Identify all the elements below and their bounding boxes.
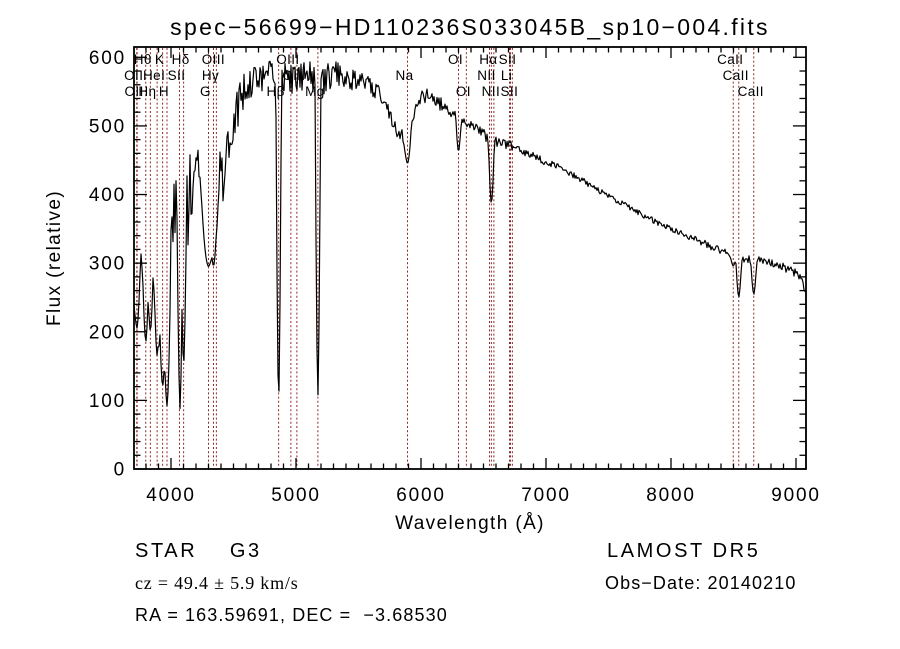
spectral-line-label: Hδ: [172, 52, 190, 67]
y-tick-label: 0: [114, 460, 126, 481]
spectral-line-label: Hα: [479, 52, 497, 67]
plot-border: [133, 46, 807, 470]
cz-label: cz = 49.4 ± 5.9 km/s: [135, 573, 299, 593]
obsdate-label: Obs−Date: 20140210: [605, 573, 796, 593]
spectral-line-markers: [136, 48, 755, 468]
spectral-line-label: G: [200, 84, 211, 99]
x-tick-label: 4000: [146, 485, 195, 506]
x-tick-label: 9000: [771, 485, 820, 506]
spectral-line-label: SII: [168, 68, 186, 83]
y-axis-label: Flux (relative): [44, 190, 65, 326]
class-label: STAR G3: [135, 540, 262, 562]
spectral-line-label: Hγ: [202, 68, 219, 83]
spectral-line-label: OIII: [276, 52, 299, 67]
spectral-line-label: SII: [499, 52, 517, 67]
spectral-line-label: HeI: [143, 68, 165, 83]
spectral-line-label: Hθ: [134, 52, 152, 67]
y-tick-label: 100: [89, 391, 126, 412]
spectral-line-label: Li: [501, 68, 512, 83]
spectral-line-label: NII: [477, 68, 495, 83]
x-tick-label: 6000: [396, 485, 445, 506]
spectral-line-label: SII: [501, 84, 519, 99]
y-tick-label: 500: [89, 116, 126, 137]
x-tick-label: 8000: [646, 485, 695, 506]
y-tick-labels: 0 100 200 300 400 500 600: [89, 48, 126, 481]
x-tick-label: 7000: [521, 485, 570, 506]
spectral-line-label: CaII: [738, 84, 764, 99]
y-tick-label: 300: [89, 254, 126, 275]
axis-ticks: [134, 47, 806, 470]
spectrum-trace: [133, 60, 807, 469]
spectral-line-label: OIII: [202, 52, 225, 67]
y-tick-label: 200: [89, 322, 126, 343]
figure-title: spec−56699−HD110236S033045B_sp10−004.fit…: [170, 14, 770, 40]
spectral-line-label: H: [159, 84, 169, 99]
spectral-line-label: Hη: [138, 84, 156, 99]
x-tick-label: 5000: [271, 485, 320, 506]
x-axis-label: Wavelength (Å): [395, 513, 545, 534]
spectral-line-label: OI: [448, 52, 463, 67]
spectral-line-label: OI: [456, 84, 471, 99]
spectral-line-label: CaII: [723, 68, 749, 83]
y-tick-label: 400: [89, 185, 126, 206]
y-tick-label: 600: [89, 48, 126, 69]
x-tick-labels: 4000 5000 6000 7000 8000 9000: [146, 485, 820, 506]
spectral-line-labels: OIIOIIHθHηHeIKHSIIHδGHγOIIIHβOIIIOIIIMgN…: [124, 52, 764, 99]
radec-label: RA = 163.59691, DEC = −3.68530: [135, 605, 448, 625]
spectral-line-label: NII: [482, 84, 500, 99]
spectral-line-label: K: [155, 52, 164, 67]
survey-label: LAMOST DR5: [607, 540, 760, 562]
spectral-line-label: Na: [395, 68, 413, 83]
spectral-line-label: CaII: [717, 52, 743, 67]
